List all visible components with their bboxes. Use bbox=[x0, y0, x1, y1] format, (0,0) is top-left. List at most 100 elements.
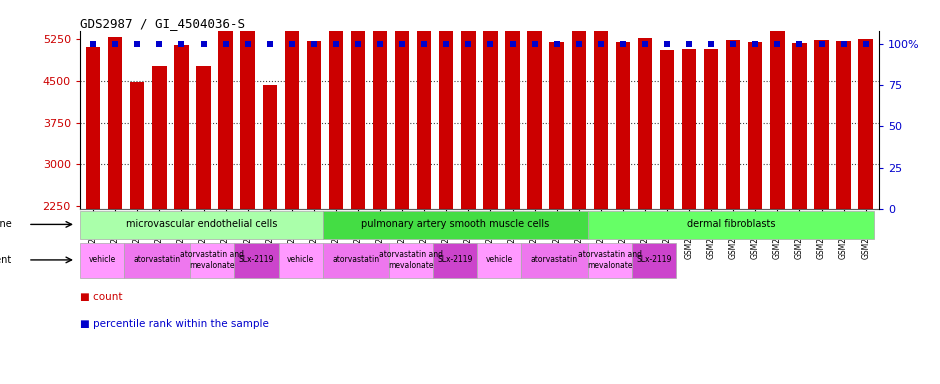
Point bbox=[836, 41, 851, 47]
Bar bbox=[616, 42, 630, 209]
Point bbox=[593, 41, 608, 47]
Bar bbox=[80, 243, 124, 278]
Point bbox=[549, 41, 564, 47]
Text: atorvastatin and
mevalonate: atorvastatin and mevalonate bbox=[577, 250, 642, 270]
Text: atorvastatin: atorvastatin bbox=[332, 255, 380, 265]
Bar bbox=[329, 11, 343, 209]
Bar bbox=[218, 0, 233, 209]
Text: vehicle: vehicle bbox=[287, 255, 314, 265]
Bar bbox=[588, 210, 874, 240]
Text: microvascular endothelial cells: microvascular endothelial cells bbox=[126, 219, 277, 229]
Bar bbox=[322, 210, 588, 240]
Text: SLx-2119: SLx-2119 bbox=[636, 255, 671, 265]
Text: vehicle: vehicle bbox=[486, 255, 513, 265]
Point bbox=[108, 41, 123, 47]
Bar bbox=[262, 85, 277, 209]
Point bbox=[196, 41, 211, 47]
Text: atorvastatin and
mevalonate: atorvastatin and mevalonate bbox=[180, 250, 244, 270]
Point bbox=[240, 41, 255, 47]
Point bbox=[505, 41, 520, 47]
Point bbox=[637, 41, 652, 47]
Text: ■ percentile rank within the sample: ■ percentile rank within the sample bbox=[80, 319, 269, 329]
Bar bbox=[814, 40, 829, 209]
Point bbox=[416, 41, 431, 47]
Point bbox=[152, 41, 167, 47]
Text: atorvastatin: atorvastatin bbox=[133, 255, 180, 265]
Point bbox=[130, 41, 145, 47]
Bar bbox=[373, 0, 387, 209]
Text: atorvastatin and
mevalonate: atorvastatin and mevalonate bbox=[379, 250, 443, 270]
Point bbox=[439, 41, 454, 47]
Bar bbox=[417, 0, 431, 209]
Bar bbox=[483, 0, 497, 209]
Bar bbox=[174, 45, 189, 209]
Point bbox=[284, 41, 299, 47]
Text: cell line: cell line bbox=[0, 219, 12, 229]
Bar bbox=[837, 41, 851, 209]
Point bbox=[814, 41, 829, 47]
Point bbox=[372, 41, 387, 47]
Point bbox=[858, 41, 873, 47]
Point bbox=[660, 41, 675, 47]
Bar bbox=[80, 210, 322, 240]
Point bbox=[351, 41, 366, 47]
Point bbox=[726, 41, 741, 47]
Point bbox=[262, 41, 277, 47]
Bar bbox=[322, 243, 389, 278]
Point bbox=[395, 41, 410, 47]
Point bbox=[682, 41, 697, 47]
Point bbox=[572, 41, 587, 47]
Point bbox=[748, 41, 763, 47]
Bar bbox=[792, 43, 807, 209]
Bar bbox=[522, 243, 588, 278]
Text: SLx-2119: SLx-2119 bbox=[437, 255, 473, 265]
Bar bbox=[439, 0, 453, 209]
Bar bbox=[588, 243, 632, 278]
Text: pulmonary artery smooth muscle cells: pulmonary artery smooth muscle cells bbox=[361, 219, 549, 229]
Bar bbox=[395, 0, 409, 209]
Point bbox=[527, 41, 542, 47]
Point bbox=[174, 41, 189, 47]
Text: vehicle: vehicle bbox=[88, 255, 116, 265]
Bar bbox=[572, 0, 586, 209]
Point bbox=[218, 41, 233, 47]
Bar bbox=[594, 0, 608, 209]
Text: atorvastatin: atorvastatin bbox=[531, 255, 578, 265]
Bar bbox=[637, 38, 652, 209]
Bar bbox=[462, 0, 476, 209]
Point bbox=[616, 41, 631, 47]
Bar bbox=[389, 243, 433, 278]
Bar bbox=[278, 243, 322, 278]
Bar bbox=[196, 66, 211, 209]
Bar bbox=[682, 49, 697, 209]
Point bbox=[306, 41, 321, 47]
Bar bbox=[478, 243, 522, 278]
Bar bbox=[660, 50, 674, 209]
Bar bbox=[770, 29, 785, 209]
Bar bbox=[351, 0, 365, 209]
Point bbox=[791, 41, 807, 47]
Point bbox=[483, 41, 498, 47]
Bar bbox=[124, 243, 190, 278]
Bar bbox=[506, 0, 520, 209]
Point bbox=[328, 41, 343, 47]
Text: dermal fibroblasts: dermal fibroblasts bbox=[687, 219, 776, 229]
Bar bbox=[306, 41, 321, 209]
Bar bbox=[527, 0, 541, 209]
Bar bbox=[632, 243, 676, 278]
Text: agent: agent bbox=[0, 255, 12, 265]
Bar bbox=[108, 37, 122, 209]
Text: GDS2987 / GI_4504036-S: GDS2987 / GI_4504036-S bbox=[80, 17, 245, 30]
Point bbox=[461, 41, 476, 47]
Bar bbox=[152, 66, 166, 209]
Bar bbox=[433, 243, 478, 278]
Bar bbox=[130, 82, 145, 209]
Bar bbox=[234, 243, 278, 278]
Text: ■ count: ■ count bbox=[80, 292, 122, 302]
Point bbox=[86, 41, 101, 47]
Point bbox=[770, 41, 785, 47]
Text: SLx-2119: SLx-2119 bbox=[239, 255, 274, 265]
Bar bbox=[726, 40, 741, 209]
Bar bbox=[704, 49, 718, 209]
Bar bbox=[241, 0, 255, 209]
